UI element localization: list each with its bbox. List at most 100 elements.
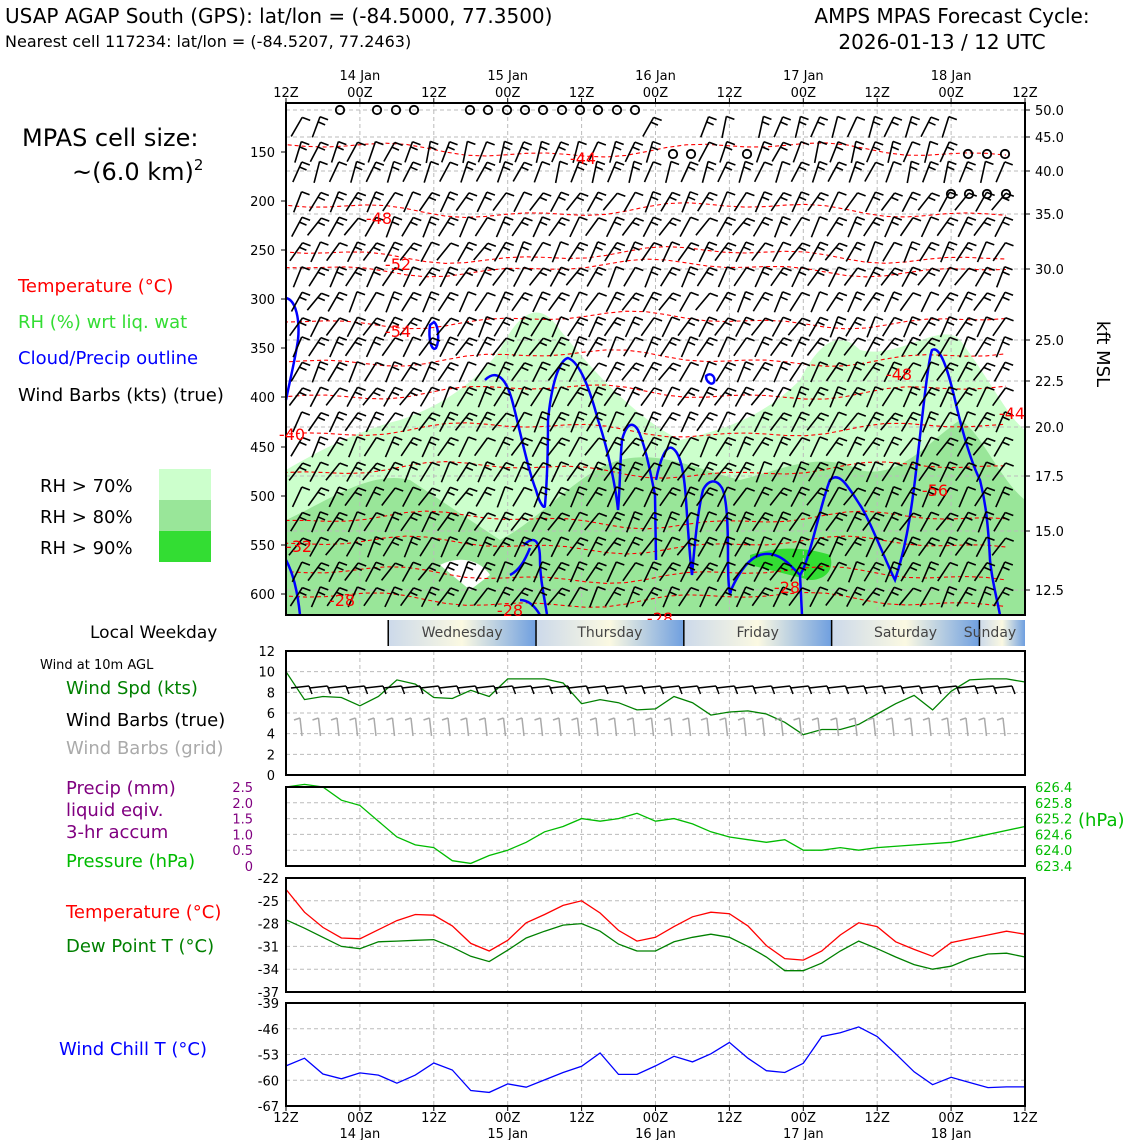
wind-barb-flag <box>986 536 995 541</box>
wind-barb-staff <box>880 412 896 431</box>
calm-wind-marker <box>408 104 420 116</box>
wind-barb-flag <box>986 411 996 417</box>
wind-barb-flag <box>690 291 699 297</box>
wind-barb <box>363 361 385 382</box>
wind-barb <box>660 191 681 212</box>
wind-barb-flag <box>373 271 381 276</box>
wind-barb-staff <box>792 536 802 558</box>
wind-barb-flag <box>391 441 400 446</box>
wind-barb-flag <box>1005 317 1014 322</box>
wind-barb-flag <box>504 216 514 221</box>
wind-barb-flag <box>542 316 552 322</box>
wind-barb-flag <box>635 411 644 417</box>
wind-barb <box>753 486 773 508</box>
wind-barb-flag <box>576 196 585 202</box>
wind-barb-staff <box>476 266 488 288</box>
wind-barb-flag <box>450 216 459 222</box>
wind-barb-flag <box>634 536 644 541</box>
wind-barb-staff <box>586 191 599 212</box>
wind-barb <box>345 536 367 557</box>
weekday-band <box>831 620 980 646</box>
temperature-line <box>285 888 1026 961</box>
wind-barb-flag <box>1002 221 1010 226</box>
temp-tick: -31 <box>258 940 279 955</box>
wind-barb-staff <box>325 387 341 406</box>
wind-barb-flag <box>761 491 770 496</box>
wind-barb <box>513 191 533 213</box>
wind-barb <box>491 412 515 431</box>
wind-barb <box>865 461 884 483</box>
wind-barb <box>900 561 922 582</box>
wind-barb-staff <box>806 337 822 357</box>
wind-barb-flag <box>857 461 866 467</box>
title-right-2: 2026-01-13 / 12 UTC <box>838 30 1045 54</box>
wind-barb-flag <box>541 561 551 566</box>
wind-barb-flag <box>854 146 863 151</box>
wind-barb-staff <box>863 487 877 507</box>
wind-barb-flag <box>761 366 770 371</box>
wind-barb-staff <box>291 216 303 238</box>
wind-barb-flag <box>946 466 955 471</box>
wind-barb-flag <box>706 466 714 471</box>
wind-barb-flag <box>986 386 995 391</box>
wind-barb-flag <box>339 537 349 543</box>
wind-barb-staff <box>511 562 526 582</box>
wind-barb-flag <box>931 386 940 392</box>
wind-barb-flag <box>557 591 566 597</box>
wind-barb-staff <box>550 191 562 213</box>
wind-barb-staff <box>715 362 729 382</box>
precip-pressure-panel: 2.52.01.51.00.50626.4625.8625.2624.6624.… <box>232 781 1124 875</box>
wind-barb <box>531 361 551 383</box>
wind-barb <box>585 561 607 582</box>
wind-barb-flag <box>432 562 441 567</box>
wind-barb-staff <box>422 216 432 238</box>
wind-barb-flag <box>560 411 570 417</box>
grid-wind-barb-flag <box>330 717 338 721</box>
wind-barb-flag <box>894 337 904 342</box>
wind-barb-flag <box>299 591 307 596</box>
wind-barb-flag <box>798 391 807 396</box>
wind-barb <box>809 511 829 533</box>
wind-barb-flag <box>708 436 717 441</box>
wind-barb <box>458 361 477 383</box>
wind-barb <box>679 291 699 312</box>
wind-barb-flag <box>301 161 311 166</box>
wind-barb-flag <box>912 362 922 367</box>
wind-barb <box>533 486 551 508</box>
wind-barb-staff <box>326 437 341 457</box>
wind-barb-staff <box>680 336 691 358</box>
wind-barb-staff <box>588 316 599 338</box>
wind-barb-staff <box>311 361 321 383</box>
wind-barb-flag <box>987 437 996 442</box>
wind-barb-flag <box>912 216 922 222</box>
wind-barb <box>362 462 386 481</box>
wind-barb <box>659 411 681 432</box>
wind-barb-staff <box>977 586 987 608</box>
wind-barb-flag <box>949 191 958 197</box>
wind-barb <box>920 436 940 458</box>
wind-barb <box>882 586 903 607</box>
wind-barb <box>603 387 626 407</box>
wind-barb-staff <box>866 241 876 263</box>
wind-barb <box>326 242 348 262</box>
wind-barb-staff <box>474 217 489 237</box>
wind-barb-flag <box>486 266 496 271</box>
wind-barb-flag <box>558 296 566 302</box>
wind-barb-flag <box>687 416 696 421</box>
wind-barb-flag <box>687 541 696 547</box>
wind-barb-flag <box>653 486 662 491</box>
wind-barb-staff <box>477 316 488 338</box>
wind-barb-staff <box>771 462 784 482</box>
wind-barb-staff <box>736 511 747 533</box>
wind-barb-staff <box>383 316 396 337</box>
wind-barb-staff <box>664 161 672 184</box>
wind-barb-flag <box>576 541 585 547</box>
wind-barb-flag <box>746 266 755 272</box>
wind-barb-staff <box>791 266 803 288</box>
wind-barb-flag <box>373 341 381 346</box>
wind-barb-flag <box>616 462 626 467</box>
wind-barb-flag <box>835 246 844 252</box>
wind-barb-flag <box>449 486 459 492</box>
wind-barb-staff <box>868 116 876 138</box>
wind-barb <box>493 316 515 337</box>
